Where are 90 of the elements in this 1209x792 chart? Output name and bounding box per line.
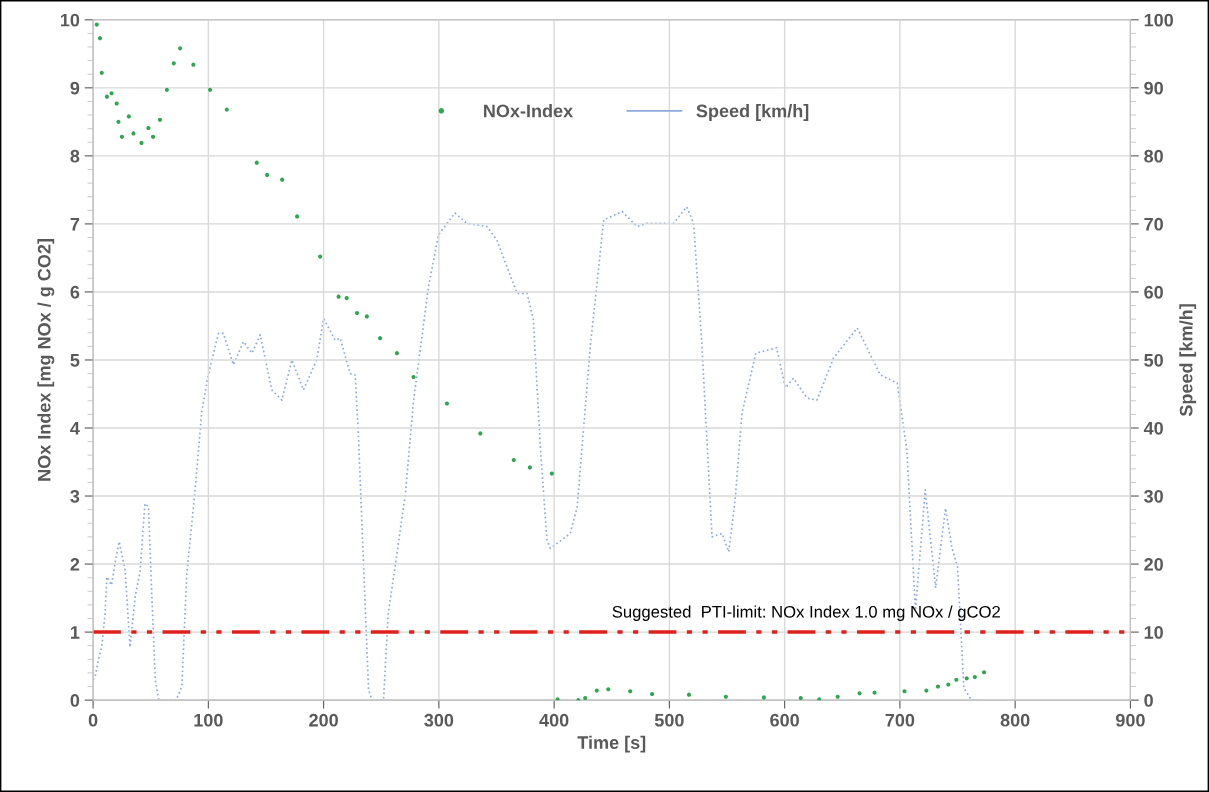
legend-label: NOx-Index — [484, 104, 574, 118]
x-tick-label: 200 — [309, 713, 338, 727]
x-tick-label: 0 — [88, 713, 98, 727]
point — [265, 172, 270, 177]
point — [191, 62, 196, 67]
point — [628, 689, 633, 694]
y2-tick-label: 100 — [1144, 13, 1173, 27]
point — [835, 694, 840, 699]
y2-tick-label: 60 — [1144, 285, 1163, 299]
point — [139, 140, 144, 146]
y2-tick-label: 80 — [1144, 149, 1163, 163]
y2-tick-label: 40 — [1143, 421, 1163, 435]
point — [254, 160, 259, 165]
point — [686, 692, 692, 697]
point — [981, 670, 987, 675]
x-tick-label: 800 — [1000, 713, 1030, 727]
x-tick-label: 400 — [539, 713, 569, 727]
y-tick-label: 1 — [70, 626, 80, 639]
point — [208, 87, 213, 92]
point — [954, 677, 959, 682]
x-tick-label: 700 — [885, 713, 915, 727]
point — [295, 214, 300, 219]
y-tick-label: 9 — [70, 81, 80, 95]
point — [164, 87, 169, 92]
y2-axis-title: Speed [km/h] — [1179, 304, 1197, 417]
point — [650, 691, 655, 697]
point — [280, 177, 285, 182]
point — [444, 401, 450, 406]
point — [99, 70, 104, 75]
y-tick-label: 4 — [70, 422, 80, 435]
point — [146, 125, 151, 131]
y2-tick-label: 50 — [1144, 353, 1163, 367]
y2-tick-label: 30 — [1144, 489, 1163, 503]
y2-tick-label: 90 — [1144, 81, 1163, 95]
point — [157, 117, 163, 122]
point — [364, 314, 369, 319]
point — [798, 696, 803, 701]
x-tick-label: 100 — [194, 713, 223, 727]
point — [114, 101, 119, 106]
point — [583, 696, 588, 701]
y2-tick-label: 70 — [1144, 217, 1163, 231]
point — [946, 682, 951, 687]
y-axis-title: NOx Index [mg NOx / g CO2] — [37, 239, 55, 481]
point — [94, 22, 99, 27]
point — [527, 465, 532, 470]
point — [109, 91, 114, 96]
point — [511, 457, 516, 463]
point — [378, 336, 383, 341]
point — [126, 114, 131, 119]
point — [817, 697, 822, 701]
x-tick-label: 500 — [654, 713, 684, 727]
legend-label: Speed [km/h] — [696, 104, 809, 121]
y2-tick-label: 0 — [1144, 694, 1153, 707]
point — [171, 61, 176, 66]
point — [344, 295, 349, 301]
point — [549, 471, 554, 476]
y-tick-label: 0 — [70, 694, 80, 707]
point — [178, 46, 183, 51]
y-tick-label: 6 — [70, 285, 80, 299]
y2-tick-label: 10 — [1144, 626, 1163, 639]
ref-line-label: Suggested PTI-limit: NOx Index 1.0 mg NOx / gCO2 — [612, 605, 1000, 621]
y-tick-label: 7 — [70, 218, 80, 231]
y-tick-label: 8 — [70, 149, 80, 163]
point — [972, 674, 977, 680]
y-tick-label: 5 — [70, 354, 80, 367]
point — [576, 698, 581, 701]
x-tick-label: 300 — [424, 713, 454, 727]
point — [394, 351, 399, 356]
point — [555, 697, 560, 701]
point — [935, 684, 941, 689]
point — [318, 254, 323, 259]
point — [902, 689, 907, 694]
point — [97, 36, 103, 41]
point — [761, 695, 766, 700]
point — [224, 107, 229, 112]
point — [116, 119, 121, 124]
point — [104, 94, 110, 99]
point — [723, 694, 728, 699]
x-tick-label: 900 — [1115, 713, 1145, 727]
point — [150, 134, 156, 139]
y2-tick-label: 20 — [1144, 558, 1163, 571]
point — [119, 134, 124, 139]
point — [964, 676, 969, 681]
point — [606, 687, 611, 692]
x-tick-label: 600 — [770, 713, 799, 727]
y-tick-label: 10 — [60, 13, 80, 27]
y-tick-label: 3 — [70, 489, 80, 503]
y-tick-label: 2 — [70, 558, 80, 571]
x-axis-title: Time [s] — [577, 735, 646, 753]
point — [594, 688, 599, 693]
